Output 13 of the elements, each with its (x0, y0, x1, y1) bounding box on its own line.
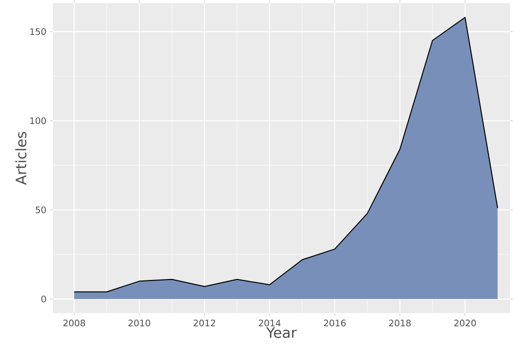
x-tick-label: 2020 (454, 320, 476, 326)
y-tick-label: 100 (30, 117, 46, 124)
x-tick-label: 2016 (324, 320, 346, 326)
y-axis-title: Articles (15, 132, 26, 185)
y-tick-label: 0 (41, 296, 46, 302)
x-axis-title: Year (266, 327, 297, 338)
x-tick-label: 2008 (63, 320, 86, 326)
y-tick-label: 50 (36, 206, 46, 214)
x-tick-label: 2014 (258, 320, 281, 326)
x-tick-label: 2012 (194, 320, 216, 326)
x-tick-label: 2010 (128, 320, 150, 326)
y-tick-label: 150 (30, 28, 46, 35)
x-tick-label: 2018 (389, 320, 411, 326)
